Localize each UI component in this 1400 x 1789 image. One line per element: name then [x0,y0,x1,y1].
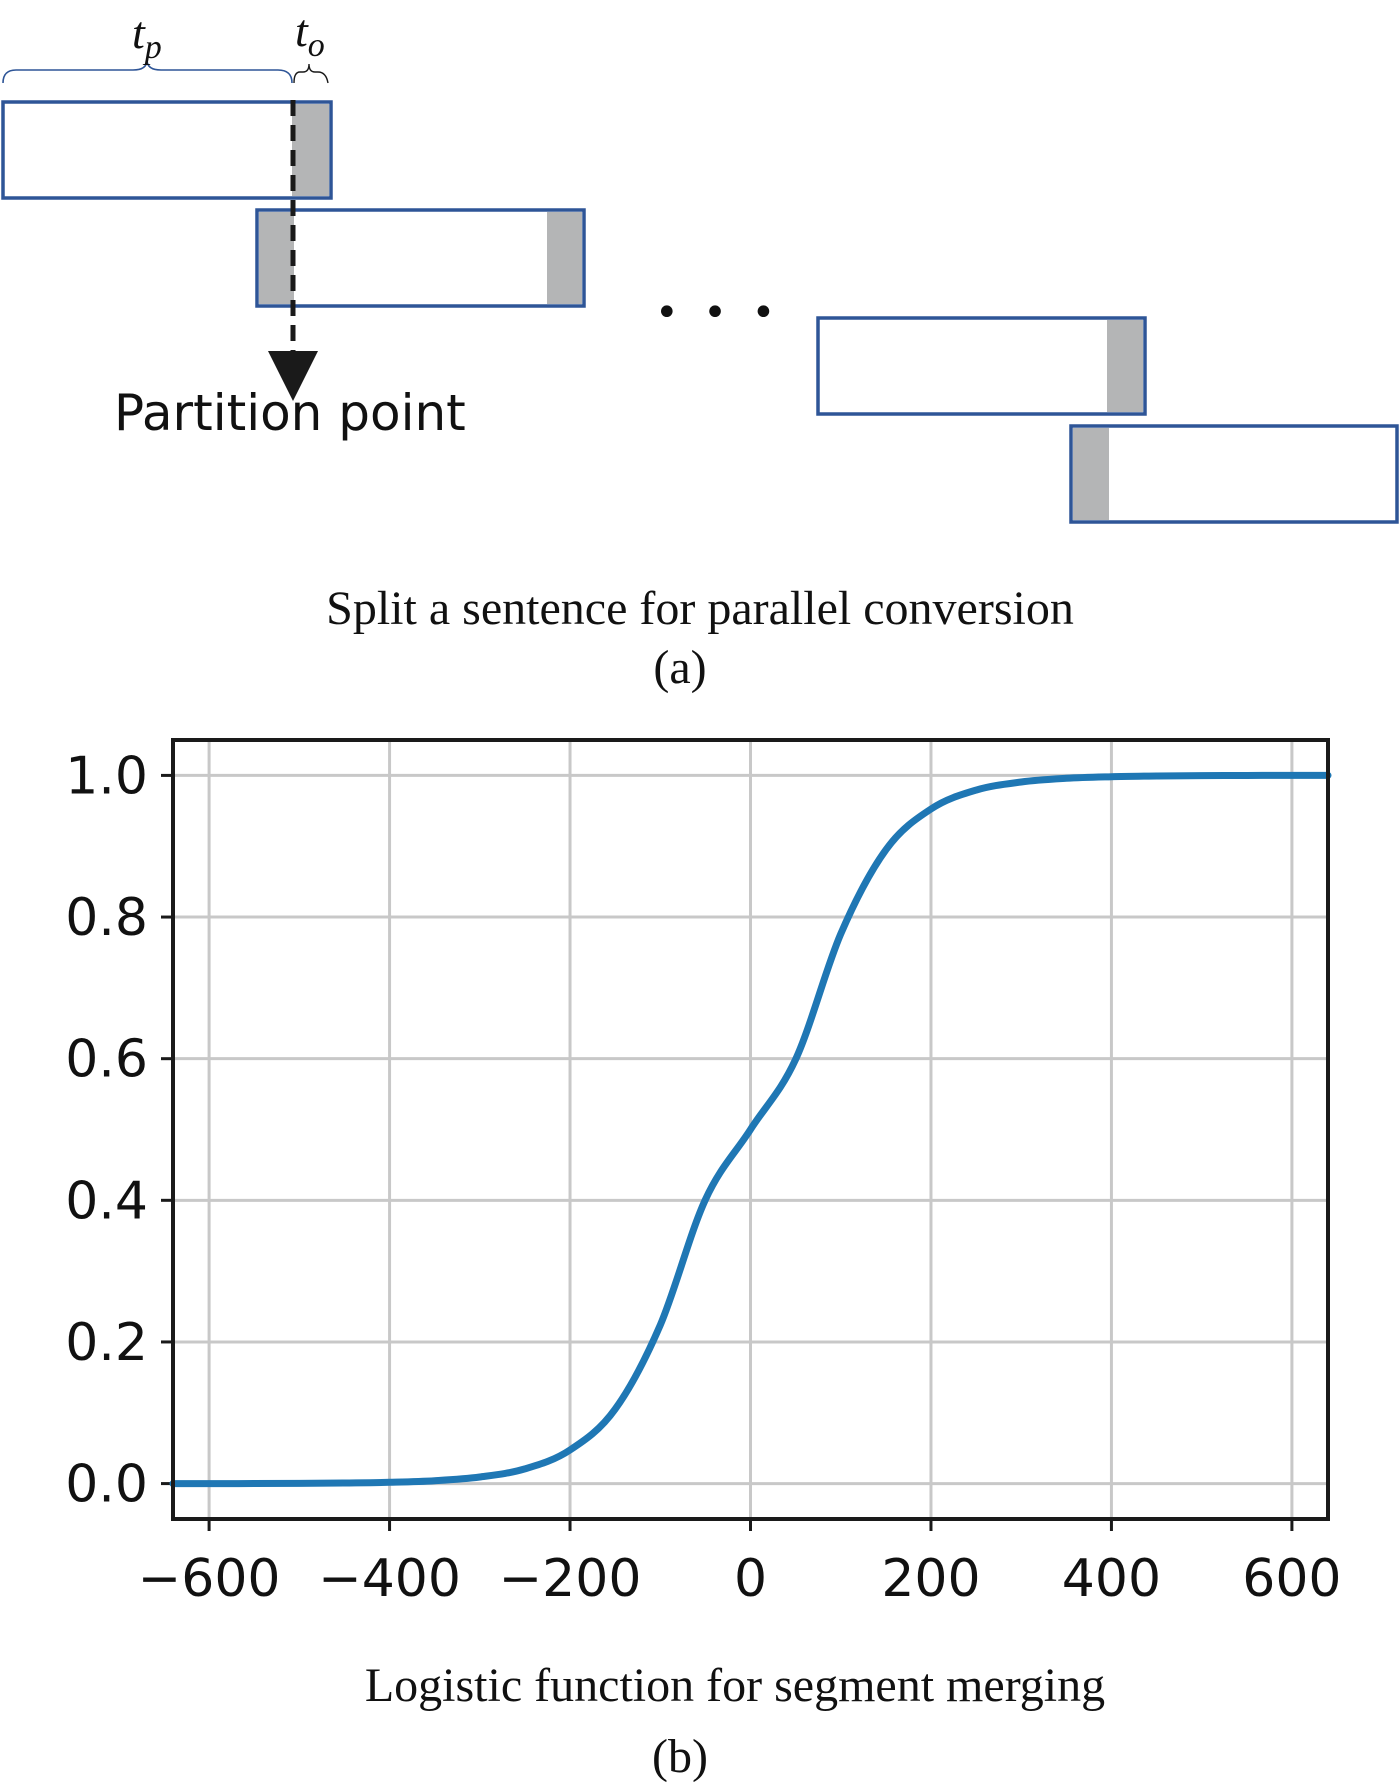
y-tick-label: 1.0 [65,746,148,806]
plot-frame [171,738,1330,1521]
segment-3 [816,316,1147,416]
x-tick-label: 400 [1062,1549,1161,1609]
ticks [161,773,1294,1531]
overlap-region [547,212,582,304]
tp-label: tp [132,7,162,66]
y-tick-label: 0.4 [65,1171,148,1231]
overlap-region [292,104,329,196]
overlap-region [259,212,294,304]
ellipsis: • • • [655,290,781,336]
x-tick-label: 200 [881,1549,980,1609]
segment-2 [255,208,586,308]
y-tick-label: 0.2 [65,1313,148,1373]
tp-brace [2,59,293,84]
to-label: to [295,5,325,64]
logistic-chart: −600 −400 −200 0 200 400 600 0.0 0.2 0.4 0.6 0.8 1.… [65,738,1342,1783]
y-tick-label: 0.0 [65,1455,148,1515]
y-tick-label: 0.6 [65,1030,148,1090]
x-tick-label: −600 [138,1549,281,1609]
segment-1 [1,100,333,200]
x-tick-label: −200 [499,1549,642,1609]
caption-a-tag: (a) [653,641,706,694]
segment-4 [1069,424,1399,524]
x-tick-label: 600 [1242,1549,1341,1609]
overlap-region [1107,320,1143,412]
caption-b: Logistic function for segment merging [365,1659,1105,1712]
segment-diagram: tp to Partition point • • • Split a sent… [1,5,1399,694]
partition-point-label: Partition point [114,384,466,442]
y-tick-label: 0.8 [65,888,148,948]
to-brace [293,63,329,84]
y-tick-labels: 0.0 0.2 0.4 0.6 0.8 1.0 [65,746,148,1514]
caption-b-tag: (b) [652,1730,708,1783]
x-tick-label: −400 [318,1549,461,1609]
x-tick-labels: −600 −400 −200 0 200 400 600 [138,1549,1342,1609]
x-tick-label: 0 [734,1549,767,1609]
logistic-curve [169,771,1332,1488]
caption-a: Split a sentence for parallel conversion [326,582,1074,635]
grid [173,740,1328,1519]
overlap-region [1073,428,1109,520]
